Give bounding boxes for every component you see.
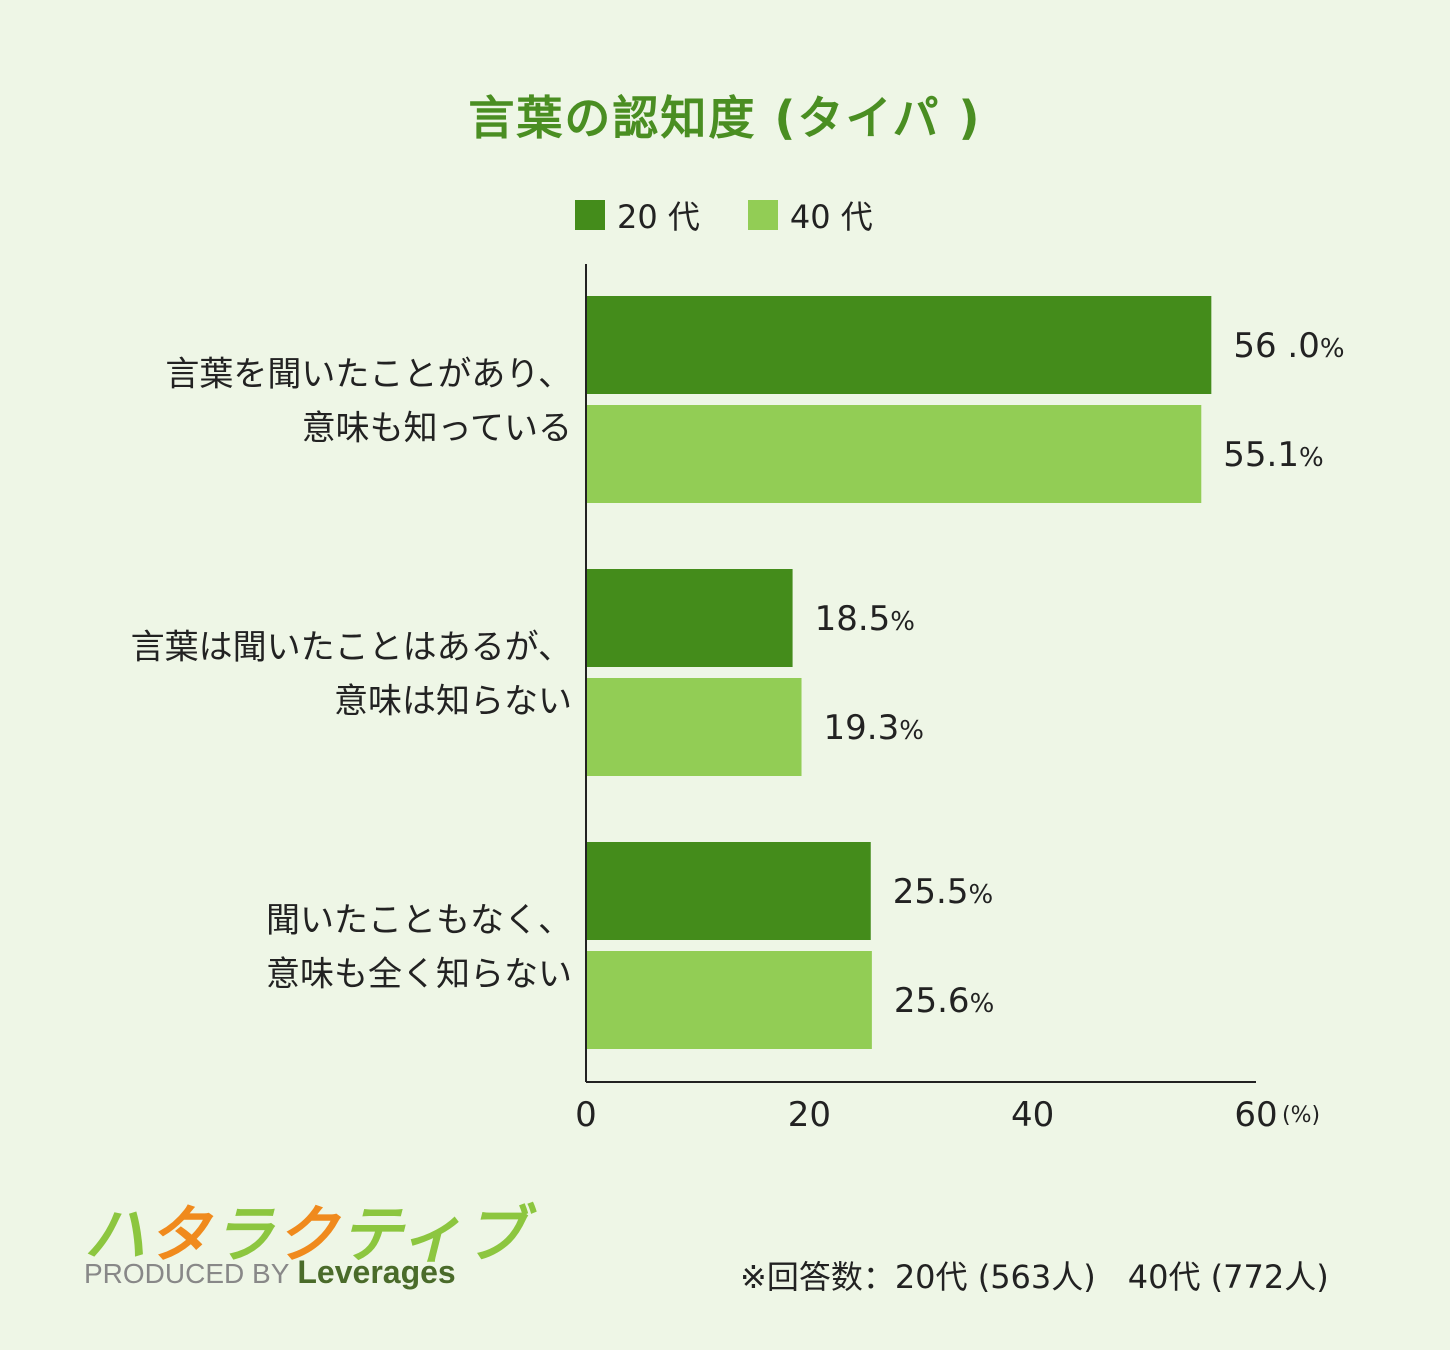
bar-40s-1 xyxy=(587,678,802,776)
hataractive-logo: ハタラクティブ PRODUCED BY Leverages xyxy=(84,1184,526,1294)
logo-produced-by: PRODUCED BY Leverages xyxy=(84,1254,456,1291)
x-tick-label-1: 20 xyxy=(788,1095,831,1135)
logo-wordmark: ハタラクティブ xyxy=(84,1198,529,1271)
category-label-1-line-0: 言葉は聞いたことはあるが、 xyxy=(131,628,572,668)
bar-20s-0 xyxy=(587,296,1212,394)
data-label-20s-2: 25.5% xyxy=(893,872,993,912)
category-label-2-line-0: 聞いたこともなく、 xyxy=(266,901,572,941)
legend-item-40s: 40 代 xyxy=(747,192,873,238)
category-label-2-line-1: 意味も全く知らない xyxy=(266,955,572,995)
x-tick-label-2: 40 xyxy=(1011,1095,1054,1135)
x-axis-unit: (%) xyxy=(1282,1103,1320,1128)
sample-size-footnote: ※回答数：20代 (563人) 40代 (772人) xyxy=(740,1258,1329,1296)
x-tick-label-0: 0 xyxy=(575,1095,597,1135)
category-label-0-line-1: 意味も知っている xyxy=(302,409,572,449)
category-label-0-line-0: 言葉を聞いたことがあり、 xyxy=(165,355,572,395)
bar-40s-0 xyxy=(587,405,1202,503)
data-label-20s-0: 56 .0% xyxy=(1233,326,1344,366)
chart-title: 言葉の認知度 (タイパ ) xyxy=(468,91,982,145)
produced-by-text: PRODUCED BY xyxy=(84,1258,290,1289)
brand-name: Leverages xyxy=(297,1254,456,1290)
bar-20s-2 xyxy=(587,842,871,940)
data-label-40s-1: 19.3% xyxy=(824,708,924,748)
legend-label-20s: 20 代 xyxy=(617,198,700,236)
legend-swatch-40s xyxy=(747,200,778,230)
legend-item-20s: 20 代 xyxy=(575,192,700,238)
bar-20s-1 xyxy=(587,569,793,667)
data-label-40s-0: 55.1% xyxy=(1223,435,1323,475)
bar-40s-2 xyxy=(587,951,872,1049)
data-label-40s-2: 25.6% xyxy=(894,981,994,1021)
category-label-1-line-1: 意味は知らない xyxy=(334,682,572,722)
legend-swatch-20s xyxy=(575,200,605,230)
legend: 20 代 40 代 xyxy=(575,192,873,238)
data-label-20s-1: 18.5% xyxy=(815,599,915,639)
x-tick-label-3: 60 xyxy=(1234,1095,1277,1135)
legend-label-40s: 40 代 xyxy=(789,198,873,236)
